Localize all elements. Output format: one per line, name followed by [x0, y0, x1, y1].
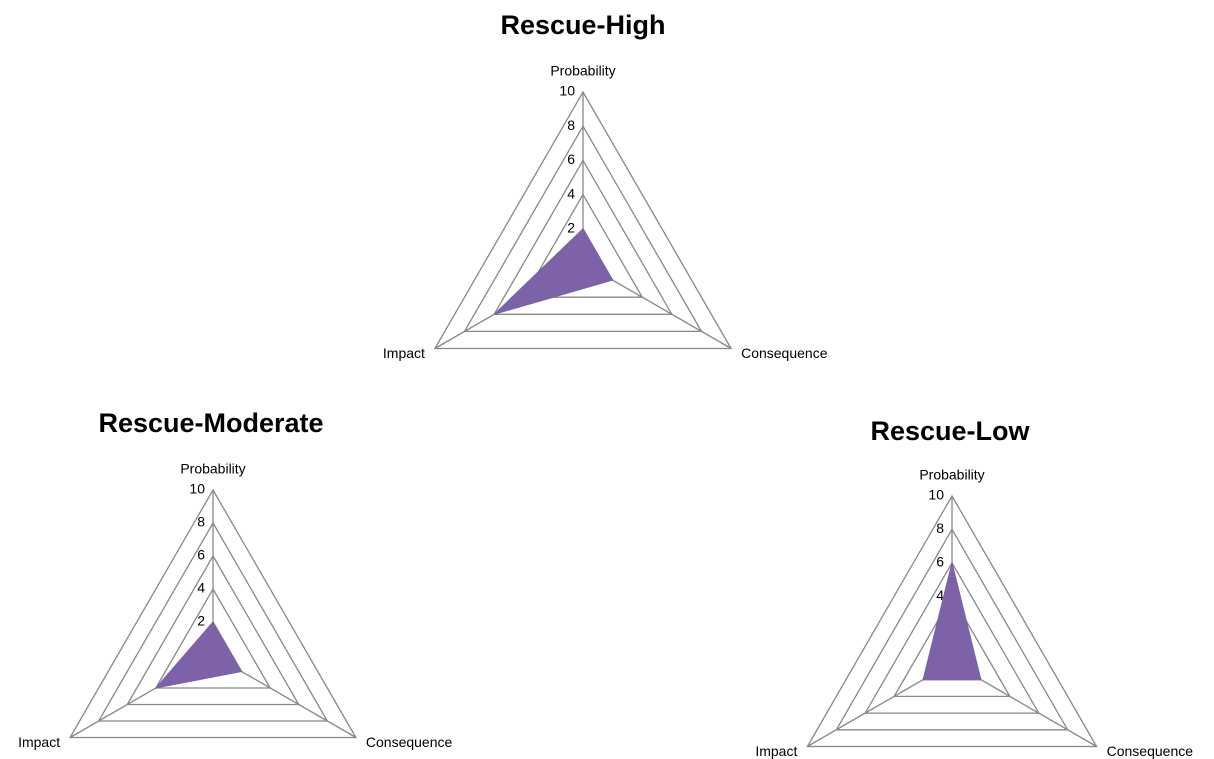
r-tick-label: 10	[189, 481, 205, 497]
chart-title: Rescue-Low	[870, 416, 1030, 446]
r-tick-label: 6	[197, 547, 205, 563]
grid-ring	[433, 90, 733, 350]
axis-label: Impact	[755, 743, 797, 759]
r-tick-label: 4	[567, 185, 575, 201]
grid-ring	[68, 488, 358, 739]
r-tick-label: 6	[567, 151, 575, 167]
axis-label: Consequence	[741, 345, 828, 361]
axis-label: Impact	[383, 345, 425, 361]
axis-label: Consequence	[1107, 743, 1194, 759]
r-tick-label: 10	[928, 487, 944, 503]
grid-ring	[493, 159, 673, 315]
axis-label: Probability	[919, 467, 984, 483]
r-tick-label: 2	[197, 613, 205, 629]
grid-ring	[126, 554, 300, 706]
radar-area	[922, 562, 982, 681]
axis-label: Impact	[18, 734, 60, 750]
r-tick-label: 6	[936, 554, 944, 570]
axis-label: Consequence	[366, 734, 453, 750]
grid-ring	[522, 193, 644, 298]
r-tick-label: 4	[197, 580, 205, 596]
grid-ring	[893, 594, 1011, 698]
r-tick-label: 8	[567, 117, 575, 133]
grid-ring	[806, 494, 1098, 748]
r-tick-label: 4	[936, 587, 944, 603]
chart-title: Rescue-High	[500, 10, 665, 40]
radar-area	[493, 227, 614, 315]
radar-area	[154, 621, 243, 689]
r-tick-label: 8	[197, 514, 205, 530]
axis-label: Probability	[550, 63, 615, 79]
axis-label: Probability	[180, 461, 245, 477]
grid-ring	[864, 561, 1040, 714]
chart-title: Rescue-Moderate	[98, 408, 323, 438]
grid-ring	[154, 587, 272, 689]
grid-ring	[835, 528, 1069, 731]
r-tick-label: 10	[559, 83, 575, 99]
grid-ring	[463, 124, 703, 333]
r-tick-label: 8	[936, 520, 944, 536]
r-tick-label: 2	[567, 220, 575, 236]
grid-ring	[97, 521, 329, 722]
